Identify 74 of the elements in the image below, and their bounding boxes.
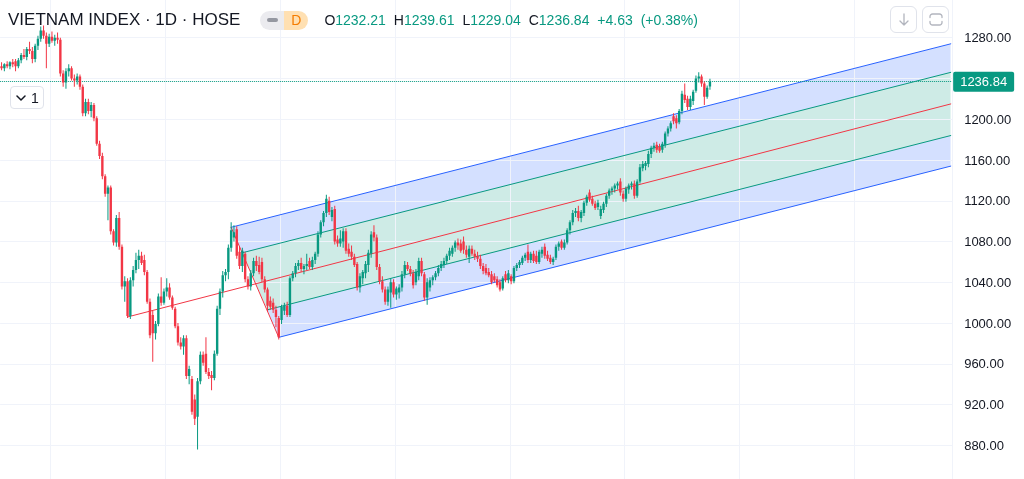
candlestick	[521, 255, 524, 265]
y-tick-label: 920.00	[964, 397, 1004, 413]
candlestick	[479, 254, 482, 270]
candlestick	[115, 215, 118, 247]
text: O1232.21 H1239.61 L1229.04 C1236.84 +4.63 (+0.38%)	[324, 12, 698, 28]
y-tick-label: 1120.00	[964, 193, 1011, 209]
candlestick	[437, 264, 440, 277]
candlestick	[613, 183, 616, 193]
candlestick	[210, 370, 213, 391]
candlestick	[616, 181, 619, 190]
candlestick	[31, 46, 34, 64]
candlestick	[185, 335, 188, 380]
candlestick	[392, 279, 395, 298]
candlestick	[137, 249, 140, 270]
candlestick	[675, 115, 678, 129]
candlestick	[448, 247, 451, 260]
candlestick	[647, 150, 650, 168]
candlestick	[389, 278, 392, 308]
candlestick	[425, 278, 429, 305]
candlestick	[294, 262, 297, 278]
candlestick	[493, 273, 496, 283]
y-tick-label: 1000.00	[964, 315, 1012, 331]
candlestick	[87, 98, 90, 115]
candlestick	[311, 256, 314, 271]
candlestick	[610, 186, 614, 195]
annotation: D	[284, 10, 309, 30]
candlestick	[0, 62, 3, 71]
candlestick	[341, 228, 345, 248]
candlestick	[672, 113, 675, 125]
y-tick-label: 1080.00	[964, 234, 1012, 250]
candlestick	[406, 261, 409, 272]
ref-line-label: 1236.84	[960, 74, 1008, 90]
candlestick	[305, 253, 308, 271]
candlestick	[577, 205, 580, 222]
candlestick	[549, 254, 552, 264]
candlestick	[11, 59, 14, 68]
candlestick	[84, 98, 87, 117]
y-tick-label: 1280.00	[964, 30, 1012, 46]
candlestick	[123, 276, 126, 302]
candlestick	[3, 63, 6, 72]
candlestick	[462, 236, 465, 254]
annotation: 1	[31, 89, 39, 106]
y-tick-label: 880.00	[964, 437, 1004, 453]
candlestick	[560, 239, 563, 250]
y-tick-label: 1200.00	[964, 111, 1012, 127]
candlestick	[456, 238, 460, 250]
candlestick	[532, 250, 535, 263]
candlestick	[5, 61, 9, 69]
candlestick	[255, 255, 258, 272]
candlestick	[523, 252, 527, 261]
candlestick	[473, 249, 476, 260]
candlestick	[14, 59, 17, 72]
candlestick	[159, 277, 163, 306]
candlestick	[507, 270, 510, 284]
candlestick	[490, 271, 493, 285]
candlestick	[451, 245, 454, 257]
candlestick	[658, 143, 661, 153]
y-tick-label: 960.00	[964, 356, 1004, 372]
candlestick	[630, 181, 633, 190]
toggle-button: 1	[10, 86, 44, 109]
candlestick	[182, 335, 185, 355]
y-tick-label: 1040.00	[964, 274, 1012, 290]
candlestick	[53, 34, 56, 46]
candlestick	[633, 180, 636, 199]
text: VIETNAM INDEX · 1D · HOSE	[8, 10, 241, 30]
y-tick-label: 1160.00	[964, 152, 1011, 168]
candlestick	[504, 271, 507, 283]
candlestick	[518, 259, 521, 269]
candlestick	[395, 286, 398, 300]
candlestick	[106, 185, 110, 221]
candlestick	[535, 250, 538, 264]
candlestick	[588, 189, 591, 202]
candlestick	[339, 230, 342, 247]
candlestick	[308, 257, 311, 270]
